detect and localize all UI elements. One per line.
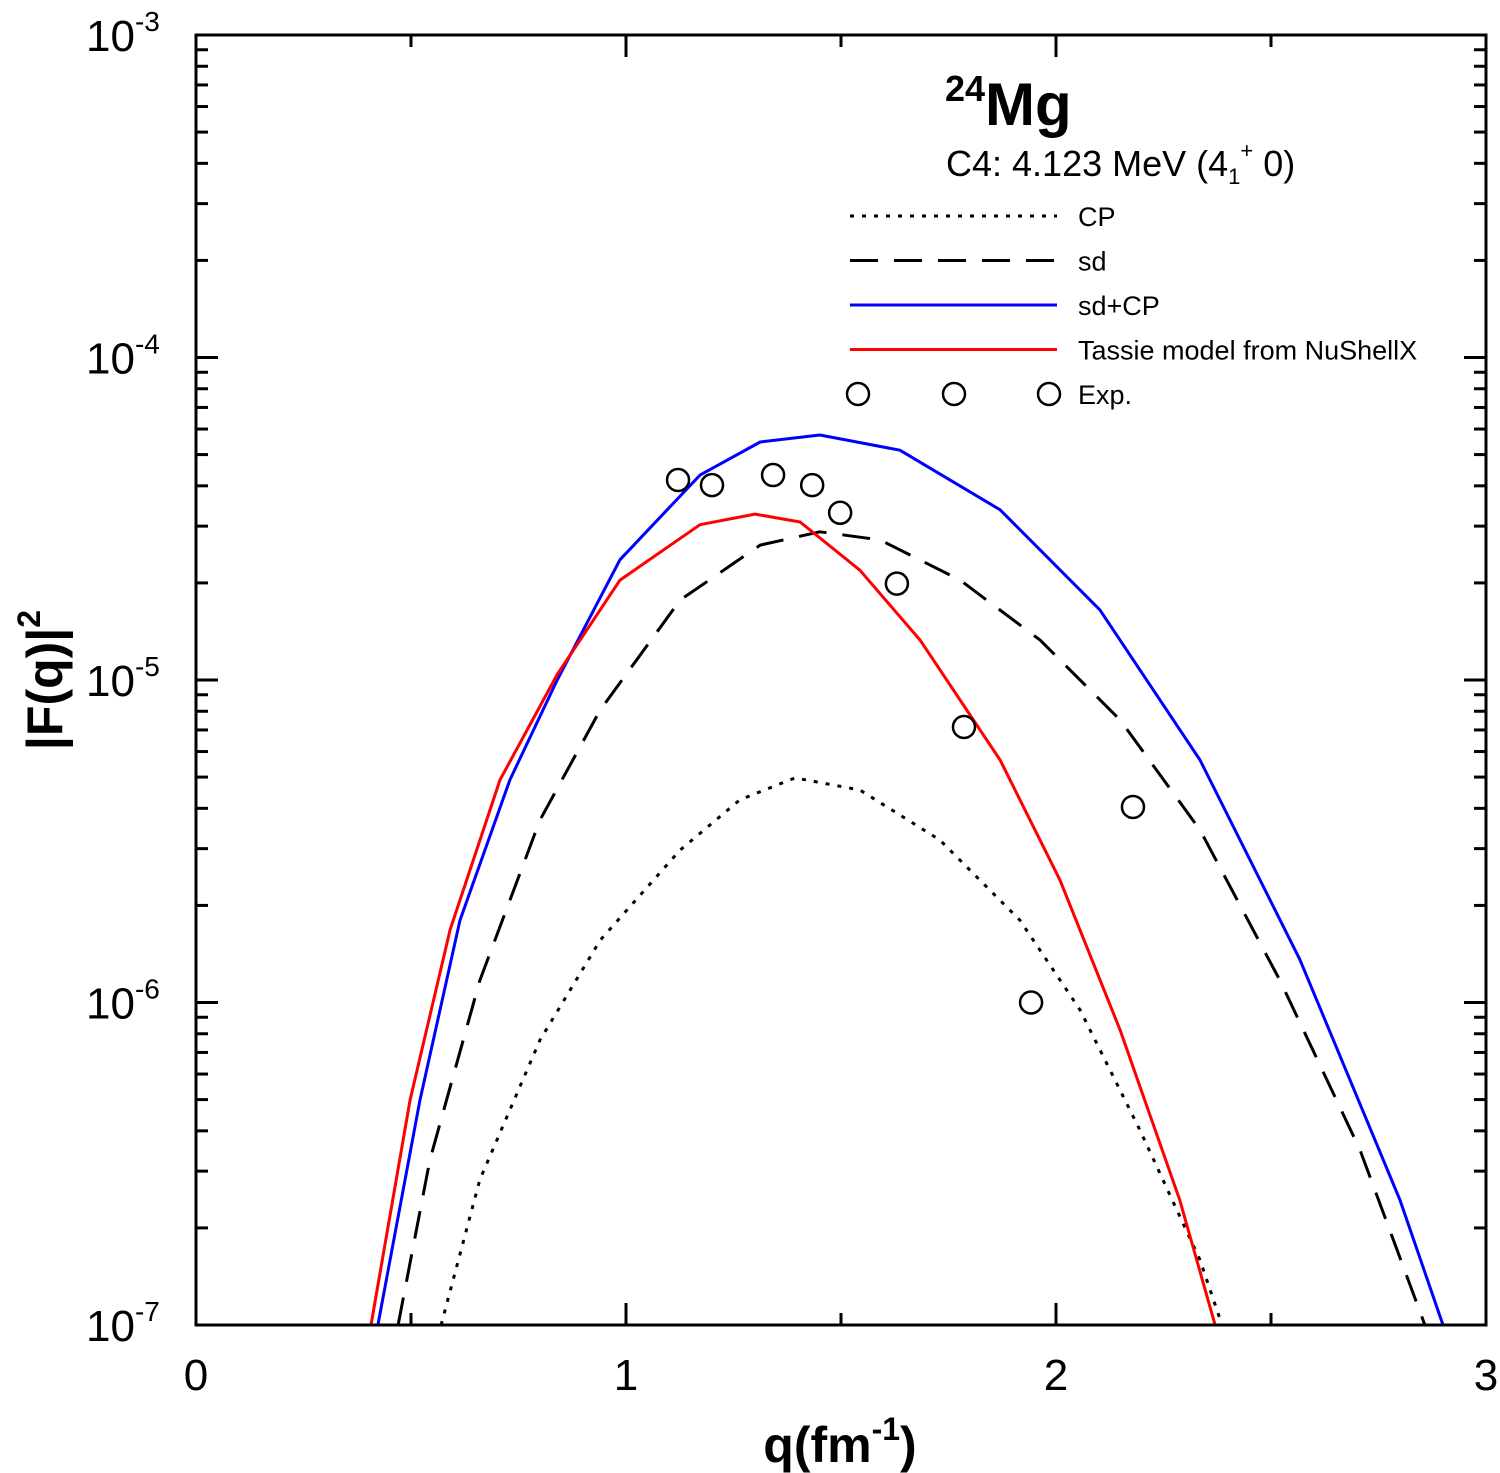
data-point-exp — [665, 467, 691, 493]
x-tick-label: 3 — [1474, 1351, 1498, 1400]
chart-title: 24Mg — [945, 68, 1072, 138]
legend-marker-exp — [941, 381, 967, 407]
y-axis-label: |F(q)|2 — [11, 610, 74, 750]
chart-subtitle: C4: 4.123 MeV (41+ 0) — [946, 138, 1295, 189]
series-line-cp — [439, 776, 1224, 1325]
legend-marker-exp — [1036, 381, 1062, 407]
data-point-exp — [827, 500, 853, 526]
plot-frame — [194, 33, 1488, 1327]
x-tick-label: 2 — [1044, 1351, 1068, 1400]
series-line-sd — [396, 530, 1427, 1325]
legend-marker-exp — [845, 381, 871, 407]
data-point-exp — [1018, 990, 1044, 1015]
legend-label: Exp. — [1078, 380, 1132, 410]
series-line-sd-cp — [376, 433, 1445, 1325]
data-point-exp — [951, 714, 977, 740]
y-tick-label: 10-5 — [86, 651, 160, 706]
x-axis-label: q(fm-1) — [763, 1411, 916, 1473]
data-point-exp — [699, 472, 725, 498]
x-tick-label: 0 — [184, 1351, 208, 1400]
legend: CP sd sd+CP Tassie model from NuShellX Exp. — [845, 202, 1417, 410]
legend-label: sd+CP — [1078, 291, 1160, 321]
legend-label: sd — [1078, 247, 1107, 277]
y-tick-label: 10-6 — [86, 974, 160, 1029]
legend-label: CP — [1078, 202, 1116, 232]
data-point-exp — [1120, 794, 1146, 820]
x-tick-label: 1 — [614, 1351, 638, 1400]
y-tick-label: 10-3 — [86, 6, 160, 61]
data-point-exp — [884, 571, 910, 596]
legend-label: Tassie model from NuShellX — [1078, 336, 1417, 366]
y-tick-label: 10-7 — [86, 1296, 160, 1351]
series-line-tassie-model-from-nushellx — [369, 512, 1217, 1325]
y-tick-label: 10-4 — [86, 329, 160, 384]
data-point-exp — [799, 472, 825, 498]
data-point-exp — [760, 462, 786, 488]
